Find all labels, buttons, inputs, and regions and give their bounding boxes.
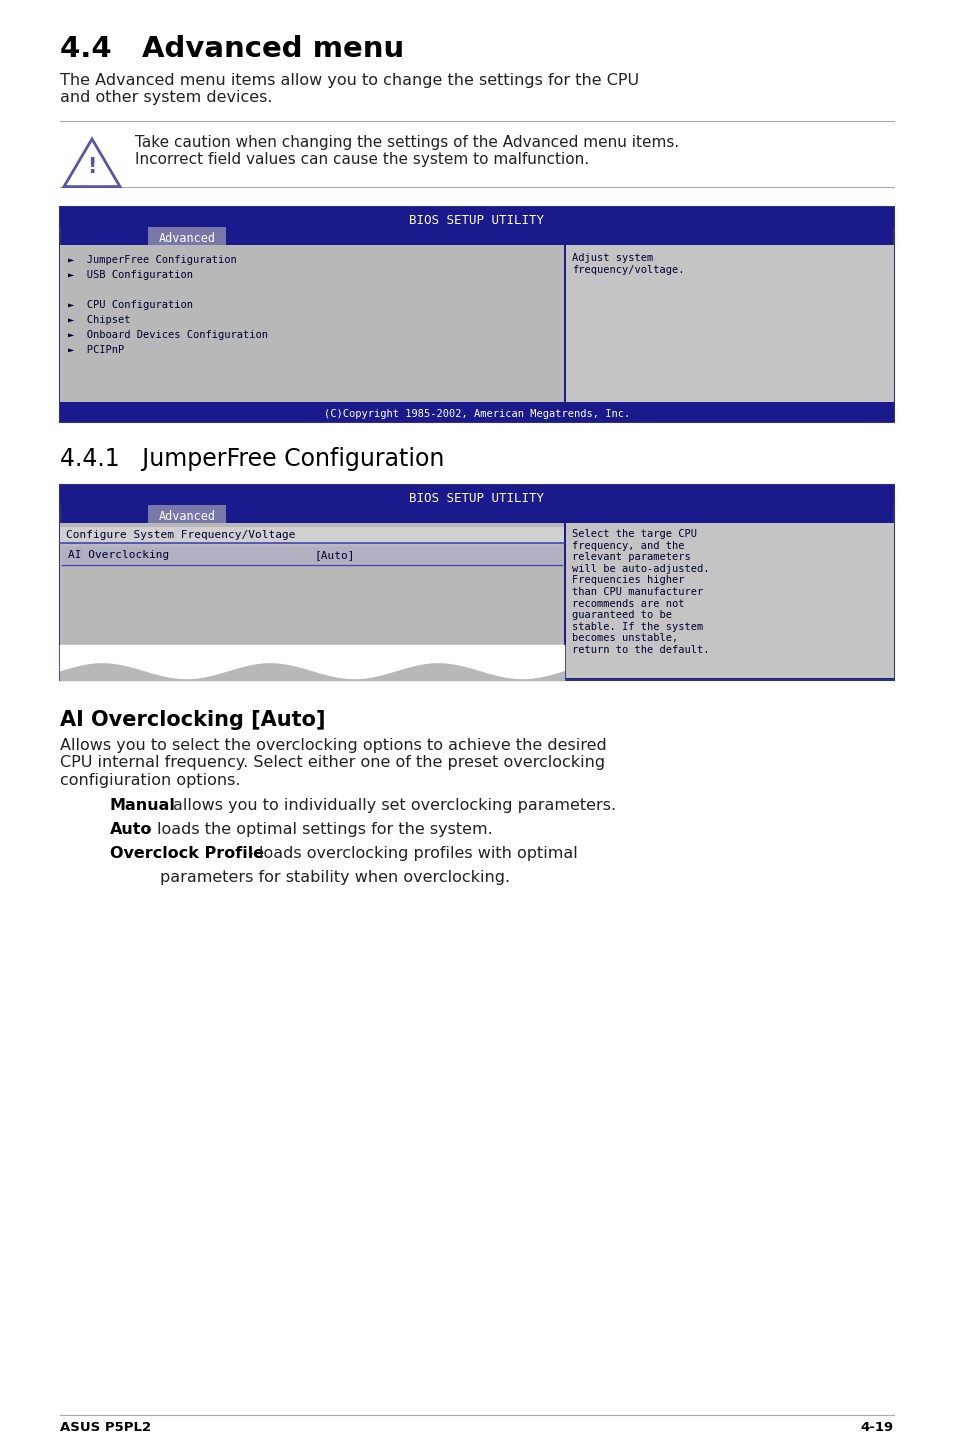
Text: 4-19: 4-19 — [860, 1421, 893, 1434]
Bar — [60, 526, 563, 544]
Bar — [565, 244, 893, 403]
Text: parameters for stability when overclocking.: parameters for stability when overclocki… — [160, 870, 510, 884]
Text: Manual: Manual — [110, 798, 175, 812]
Bar — [60, 485, 893, 505]
Text: ►  JumperFree Configuration: ► JumperFree Configuration — [68, 255, 236, 265]
Text: - loads the optimal settings for the system.: - loads the optimal settings for the sys… — [141, 823, 493, 837]
Text: BIOS SETUP UTILITY: BIOS SETUP UTILITY — [409, 213, 544, 227]
Text: Allows you to select the overclocking options to achieve the desired
CPU interna: Allows you to select the overclocking op… — [60, 738, 606, 788]
Text: Advanced: Advanced — [158, 232, 215, 244]
Bar — [60, 523, 563, 677]
Text: ►  Chipset: ► Chipset — [68, 315, 131, 325]
Text: - allows you to individually set overclocking parameters.: - allows you to individually set overclo… — [156, 798, 616, 812]
Bar — [60, 207, 893, 227]
Bar — [60, 207, 893, 421]
Text: AI Overclocking [Auto]: AI Overclocking [Auto] — [60, 710, 325, 731]
Text: Configure System Frequency/Voltage: Configure System Frequency/Voltage — [66, 531, 295, 541]
Text: 4.4   Advanced menu: 4.4 Advanced menu — [60, 35, 404, 63]
Text: AI Overclocking: AI Overclocking — [68, 549, 169, 559]
Text: The Advanced menu items allow you to change the settings for the CPU
and other s: The Advanced menu items allow you to cha… — [60, 73, 639, 105]
Bar — [565, 523, 893, 677]
Text: ►  CPU Configuration: ► CPU Configuration — [68, 301, 193, 311]
Text: !: ! — [88, 157, 96, 177]
Text: ASUS P5PL2: ASUS P5PL2 — [60, 1421, 151, 1434]
Bar — [60, 485, 893, 680]
Text: (C)Copyright 1985-2002, American Megatrends, Inc.: (C)Copyright 1985-2002, American Megatre… — [323, 408, 630, 418]
Text: Advanced: Advanced — [158, 509, 215, 522]
Text: Adjust system
frequency/voltage.: Adjust system frequency/voltage. — [572, 253, 684, 275]
Bar — [62, 546, 561, 564]
Text: ►  Onboard Devices Configuration: ► Onboard Devices Configuration — [68, 329, 268, 339]
Bar — [60, 403, 893, 421]
Text: 4.4.1   JumperFree Configuration: 4.4.1 JumperFree Configuration — [60, 447, 444, 472]
Text: Auto: Auto — [110, 823, 152, 837]
Text: Take caution when changing the settings of the Advanced menu items.
Incorrect fi: Take caution when changing the settings … — [135, 135, 679, 167]
Text: Overclock Profile: Overclock Profile — [110, 846, 264, 861]
Text: BIOS SETUP UTILITY: BIOS SETUP UTILITY — [409, 492, 544, 505]
Text: - loads overclocking profiles with optimal: - loads overclocking profiles with optim… — [242, 846, 577, 861]
Bar — [148, 505, 226, 523]
Text: [Auto]: [Auto] — [314, 549, 355, 559]
Bar — [148, 227, 226, 244]
Text: ►  USB Configuration: ► USB Configuration — [68, 270, 193, 280]
Text: ►  PCIPnP: ► PCIPnP — [68, 345, 124, 355]
Bar — [60, 244, 563, 403]
Text: Select the targe CPU
frequency, and the
relevant parameters
will be auto-adjuste: Select the targe CPU frequency, and the … — [572, 529, 709, 654]
